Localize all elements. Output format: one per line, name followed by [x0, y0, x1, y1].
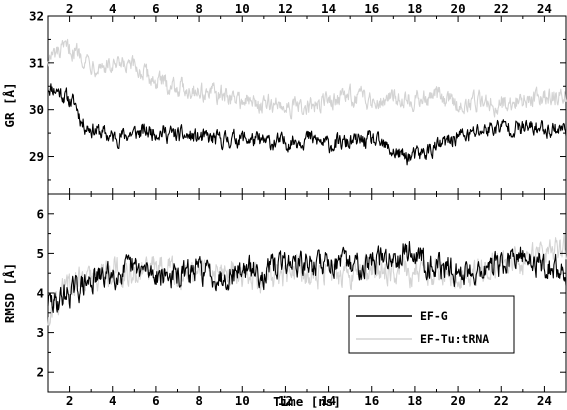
legend: EF-G EF-Tu:tRNA: [348, 295, 515, 354]
x-tick-label: 20: [451, 1, 466, 16]
x-tick-label: 18: [407, 1, 422, 16]
top-y-ticks: 29 30 31 32: [29, 9, 566, 181]
x-tick-label: 14: [321, 393, 336, 408]
x-tick-label: 18: [407, 393, 422, 408]
y-tick-label: 3: [36, 325, 44, 340]
x-tick-label: 24: [537, 393, 552, 408]
top-panel-series: [47, 38, 567, 166]
bottom-panel-series: [47, 232, 567, 327]
bottom-x-ticks: 2 4 6 8 10 12 14 16 18 20 22 24: [47, 194, 567, 408]
legend-label-ef-tu-trna: EF-Tu:tRNA: [420, 332, 489, 346]
x-tick-label: 16: [364, 393, 379, 408]
legend-label-ef-g: EF-G: [420, 309, 448, 323]
x-tick-label: 14: [321, 1, 336, 16]
x-tick-label: 12: [278, 393, 293, 408]
x-tick-label: 2: [66, 1, 74, 16]
series-line-ef-g: [47, 83, 567, 166]
top-x-ticks: 2 4 6 8 10 12 14 16 18 20 22 24: [47, 1, 567, 194]
bottom-panel-frame: [47, 193, 567, 393]
x-tick-label: 22: [494, 1, 509, 16]
x-tick-label: 4: [109, 393, 117, 408]
bottom-y-axis-label: RMSD [Å]: [2, 263, 17, 323]
y-tick-label: 30: [29, 102, 44, 117]
x-tick-label: 6: [152, 393, 160, 408]
y-tick-label: 31: [29, 55, 44, 70]
y-tick-label: 2: [36, 365, 44, 380]
x-tick-label: 16: [364, 1, 379, 16]
y-tick-label: 32: [29, 9, 44, 24]
x-axis-label: Time [ns]: [273, 394, 341, 409]
x-tick-label: 2: [66, 393, 74, 408]
x-tick-label: 22: [494, 393, 509, 408]
y-tick-label: 4: [36, 286, 44, 301]
x-tick-label: 20: [451, 393, 466, 408]
x-tick-label: 24: [537, 1, 552, 16]
x-tick-label: 10: [235, 393, 250, 408]
x-tick-label: 8: [195, 1, 203, 16]
x-tick-label: 10: [235, 1, 250, 16]
y-tick-label: 5: [36, 246, 44, 261]
y-tick-label: 6: [36, 206, 44, 221]
y-tick-label: 29: [29, 149, 44, 164]
top-y-axis-label: GR [Å]: [2, 82, 17, 127]
bottom-y-ticks: 2 3 4 5 6: [36, 206, 566, 380]
x-tick-label: 4: [109, 1, 117, 16]
series-line-ef-g: [47, 241, 567, 313]
legend-box: [348, 295, 515, 354]
x-tick-label: 6: [152, 1, 160, 16]
series-line-ef-tu-trna: [47, 38, 567, 120]
x-tick-label: 8: [195, 393, 203, 408]
x-tick-label: 12: [278, 1, 293, 16]
